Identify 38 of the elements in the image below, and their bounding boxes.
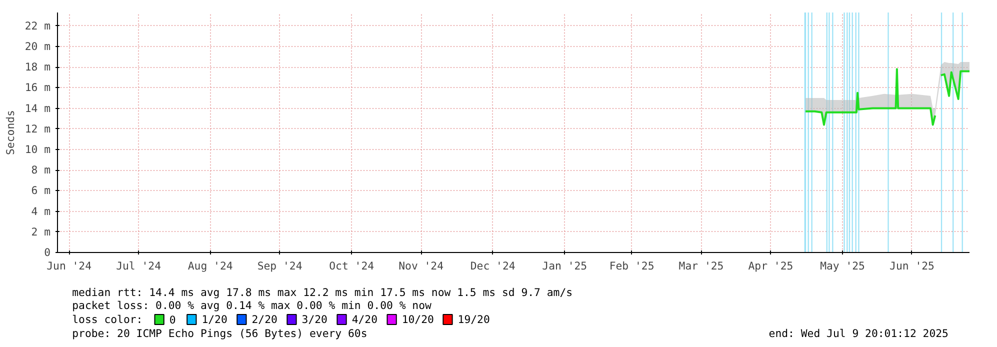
y-tick-label: 12 m	[24, 122, 51, 136]
legend-label: 4/20	[352, 313, 378, 326]
x-tick-label: Jun '24	[46, 260, 92, 272]
y-tick-label: 2 m	[31, 225, 51, 238]
legend-label: 1/20	[202, 313, 228, 326]
legend-label: 2/20	[252, 313, 278, 326]
text: packet loss: 0.00 % avg 0.14 % max 0.00 % min 0.00 % now	[72, 299, 432, 312]
y-tick-label: 8 m	[31, 164, 51, 177]
legend-label: 19/20	[458, 313, 490, 326]
y-tick-label: 10 m	[24, 142, 51, 156]
x-tick-label: Dec '24	[470, 260, 516, 272]
y-axis-title: Seconds	[4, 110, 17, 155]
x-tick-label: Oct '24	[329, 260, 374, 272]
legend-label: 3/20	[302, 313, 328, 326]
y-tick-label: 16 m	[24, 81, 51, 94]
y-tick-label: 20 m	[24, 40, 51, 53]
x-tick-label: May '25	[820, 260, 865, 272]
y-tick-label: 6 m	[31, 184, 51, 198]
x-tick-label: Feb '25	[609, 260, 654, 272]
x-tick-label: Jun '25	[890, 260, 934, 272]
text: end: Wed Jul 9 20:01:12 2025	[768, 327, 948, 340]
y-tick-label: 18 m	[24, 60, 51, 74]
y-tick-label: 0	[44, 246, 51, 259]
y-tick-label: 22 m	[24, 19, 51, 32]
legend-title: loss color:	[72, 313, 143, 326]
x-tick-label: Nov '24	[398, 260, 444, 272]
y-tick-label: 14 m	[24, 102, 51, 115]
text: median rtt: 14.4 ms avg 17.8 ms max 12.2 ms min 17.5 ms now 1.5 ms sd 9.7 am/s	[72, 286, 573, 299]
x-tick-label: Aug '24	[188, 260, 233, 272]
legend-label: 10/20	[402, 313, 434, 326]
x-tick-label: Jan '25	[542, 260, 588, 272]
x-tick-label: Jul '24	[116, 260, 162, 272]
y-tick-label: 4 m	[31, 204, 51, 218]
legend-label: 0	[169, 314, 176, 326]
x-tick-label: Mar '25	[678, 260, 724, 272]
x-tick-label: Sep '24	[257, 260, 302, 272]
text: probe: 20 ICMP Echo Pings (56 Bytes) every 60s	[72, 327, 368, 340]
x-tick-label: Apr '25	[748, 260, 794, 272]
